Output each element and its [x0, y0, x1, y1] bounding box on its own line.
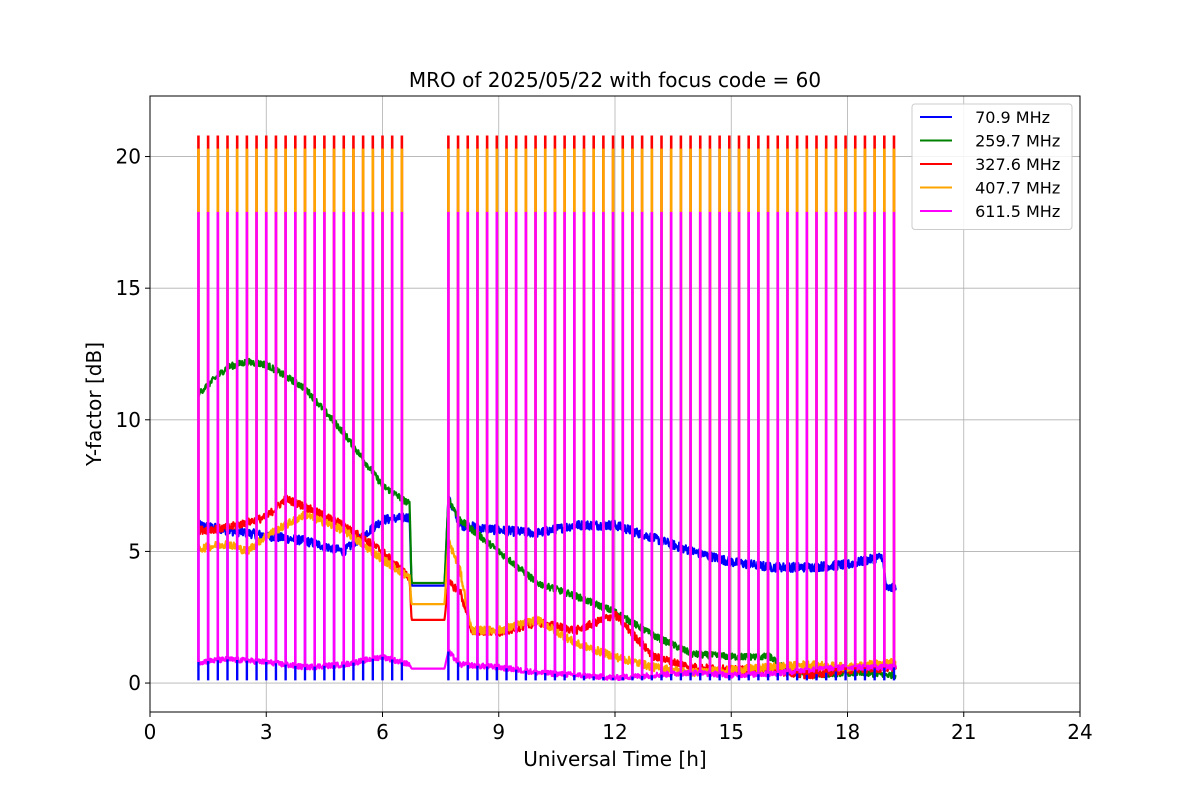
y-axis-ticks: 0 5 10 15 20 [116, 145, 150, 695]
legend-label: 611.5 MHz [970, 202, 1060, 221]
chart-title: MRO of 2025/05/22 with focus code = 60 [409, 68, 821, 92]
x-tick-label: 0 [144, 720, 157, 744]
legend-label: 70.9 MHz [970, 108, 1050, 127]
x-tick-label: 15 [719, 720, 744, 744]
x-axis-ticks: 0 3 6 9 12 15 18 21 24 [144, 712, 1093, 744]
y-tick-label: 10 [116, 408, 141, 432]
legend: 70.9 MHz 259.7 MHz 327.6 MHz 407.7 MHz 6… [911, 103, 1073, 230]
x-tick-label: 12 [602, 720, 627, 744]
y-axis-label: Y-factor [dB] [82, 342, 106, 467]
calibration-spikes [197, 135, 896, 681]
x-tick-label: 9 [492, 720, 505, 744]
legend-box [911, 103, 1073, 230]
y-tick-label: 0 [128, 671, 141, 695]
x-tick-label: 18 [835, 720, 860, 744]
y-tick-label: 20 [116, 145, 141, 169]
y-tick-label: 15 [116, 276, 141, 300]
legend-label: 327.6 MHz [970, 155, 1060, 174]
x-tick-label: 3 [260, 720, 273, 744]
x-tick-label: 21 [951, 720, 976, 744]
legend-label: 259.7 MHz [970, 132, 1060, 151]
x-tick-label: 24 [1067, 720, 1092, 744]
x-tick-label: 6 [376, 720, 389, 744]
legend-label: 407.7 MHz [970, 179, 1060, 198]
x-axis-label: Universal Time [h] [523, 747, 706, 771]
y-tick-label: 5 [128, 539, 141, 563]
